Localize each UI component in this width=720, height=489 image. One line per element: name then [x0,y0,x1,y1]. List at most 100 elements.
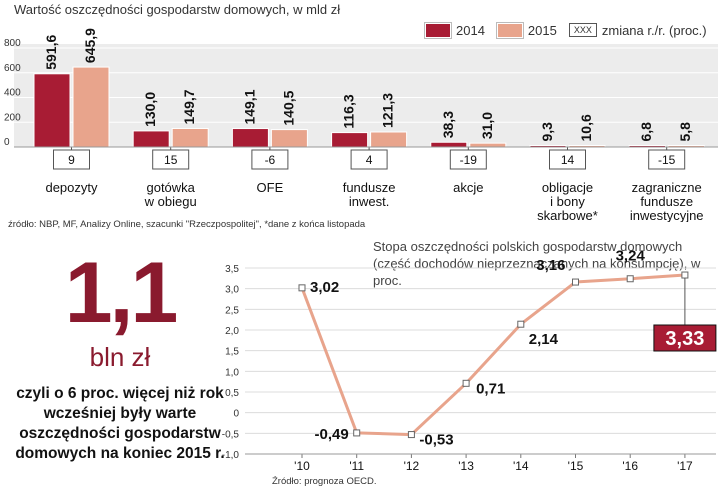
change-value: -6 [265,153,276,167]
line-y-tick: 1,5 [225,347,239,358]
change-box [449,149,487,170]
line-chart-source: Źródło: prognoza OECD. [272,476,377,487]
highlight-value: 1,1 [64,245,179,341]
line-point [517,320,525,328]
line-value-label: 2,14 [529,331,559,348]
bar-value-label: 31,0 [479,112,495,139]
legend-label-2014: 2014 [456,22,485,38]
line-highlight-box [653,324,717,352]
line-series [300,273,686,437]
bar-value-label: 9,3 [539,122,555,142]
change-value: -19 [460,153,478,167]
legend-label-2015: 2015 [527,22,557,38]
bar-category-label: depozyty [45,180,98,195]
legend-swatch-2015 [496,22,523,38]
line-y-tick: 2,5 [225,305,239,316]
bar-value-label: 130,0 [142,92,158,127]
bar-value-label: 121,3 [380,93,396,128]
line-y-tick: 0 [233,409,239,420]
bar-category-label: akcje [453,180,483,195]
line-point [407,431,415,439]
line-x-tick: '16 [622,459,638,473]
line-x-tick: '14 [513,459,529,473]
bar-legend: 2014 2015 XXX zmiana r./r. (proc.) [425,22,707,38]
bar-value-label: 591,6 [43,35,59,70]
highlight-unit: bln zł [89,342,151,372]
line-value-label: 0,71 [476,380,505,397]
bar-category-label: inwestycyjne [630,208,704,222]
change-value: 9 [68,153,75,167]
change-box [648,149,686,170]
bar-category-label: fundusze [343,180,396,195]
bar-category-label: obligacje [542,180,593,195]
line-x-tick: '11 [349,459,364,473]
bar-plot-background [14,44,718,147]
line-x-tick: '13 [458,459,474,473]
bar-category-label: i bony [550,194,585,209]
line-point [681,271,689,279]
line-y-tick: 1,0 [225,367,239,378]
bar-y-tick: 600 [4,63,21,74]
bar-2014-0 [33,73,71,148]
line-y-tick: 0,5 [225,388,239,399]
change-box [53,149,90,170]
line-point [353,429,361,437]
line-point [626,275,634,283]
change-value: 15 [164,153,178,167]
change-box [152,149,190,170]
line-y-tick: 3,5 [225,264,239,275]
bar-value-label: 149,7 [181,89,197,124]
change-value: -15 [658,153,676,167]
change-box [251,149,289,170]
bar-chart-source: źródło: NBP, MF, Analizy Online, szacunk… [8,219,366,230]
line-y-tick: 3,0 [225,285,239,296]
change-box [549,149,586,170]
bar-chart-title: Wartość oszczędności gospodarstw domowyc… [14,2,341,17]
line-value-label: 3,16 [536,257,565,274]
legend-swatch-2014 [425,22,451,38]
legend-change-label: zmiana r./r. (proc.) [601,22,707,38]
line-point [572,278,579,286]
bar-value-label: 116,3 [341,94,357,128]
highlight-text: czyli o 6 proc. więcej niż rok wcześniej… [15,385,225,462]
line-y-tick: 2,0 [225,326,239,337]
bar-category-label: fundusze [640,194,693,209]
bar-y-tick: 0 [4,137,10,148]
line-x-tick: '10 [294,459,310,473]
bar-category-label: skarbowe* [537,208,598,222]
line-value-label: 3,02 [310,279,339,296]
bar-value-label: 10,6 [578,114,594,141]
bar-value-label: 38,3 [440,111,456,138]
line-value-label: -0,53 [419,432,453,449]
legend-change-box: XXX [568,23,597,37]
bar-category-label: w obiegu [144,194,197,209]
bar-y-tick: 200 [4,112,21,123]
change-value: 14 [561,153,575,167]
change-box [350,149,388,170]
bar-category-label: inwest. [349,194,389,209]
line-x-tick: '12 [404,459,420,473]
bar-value-label: 149,1 [241,89,257,124]
line-x-tick: '17 [677,459,693,473]
bar-value-label: 140,5 [280,90,296,125]
change-value: 4 [366,153,373,167]
line-value-label: -0,49 [314,426,348,443]
line-chart-title: Stopa oszczędności polskich gospodarstw … [373,239,701,288]
bar-value-label: 6,8 [638,122,654,142]
bar-y-tick: 800 [4,38,21,49]
bar-2015-0 [72,66,110,148]
line-value-label: 3,33 [665,328,704,350]
bar-value-label: 5,8 [677,122,693,142]
line-y-tick: -1,0 [222,450,240,461]
bar-category-label: OFE [257,180,284,195]
line-point [298,284,306,292]
line-value-label: 3,24 [616,248,646,265]
line-y-tick: -0,5 [222,429,240,440]
line-point [462,379,470,387]
bar-category-label: gotówka [146,180,195,195]
line-x-tick: '15 [568,459,584,473]
bar-y-tick: 400 [4,88,21,99]
bar-value-label: 645,9 [82,28,98,63]
